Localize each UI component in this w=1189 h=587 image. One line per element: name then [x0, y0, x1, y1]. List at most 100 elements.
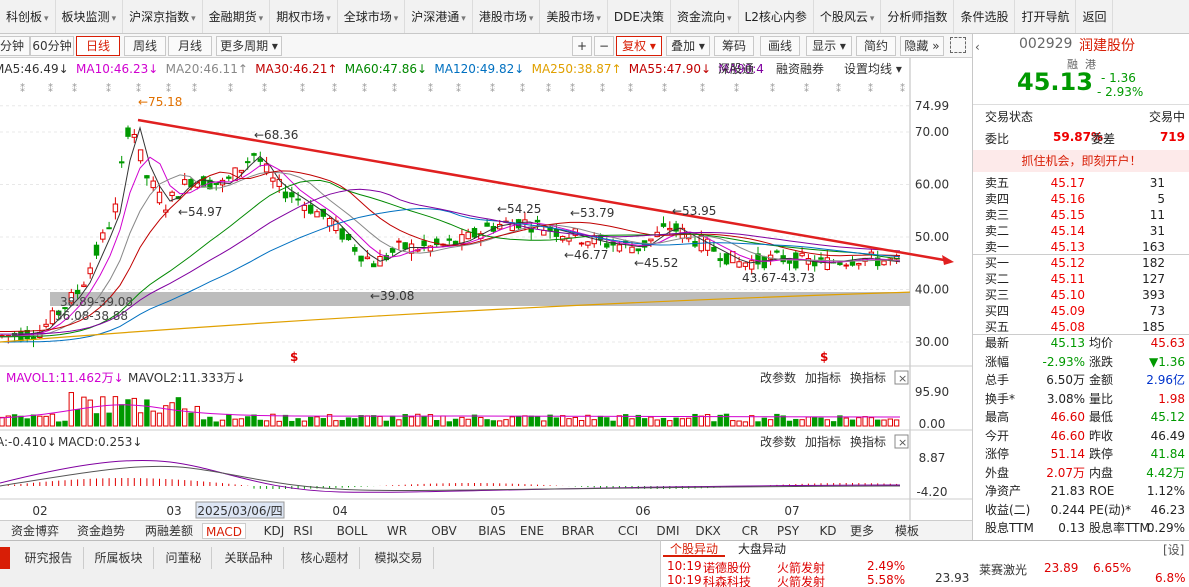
menu-item-5[interactable]: 全球市场 ▾ — [338, 0, 406, 33]
indicator-tab-13[interactable]: DMI — [656, 524, 680, 538]
menu-item-13[interactable]: 分析师指数 — [881, 0, 955, 33]
bottom-tab-3[interactable]: 关联品种 — [214, 547, 284, 569]
indicator-tab-2[interactable]: 两融差额 — [144, 524, 193, 538]
menu-item-7[interactable]: 港股市场 ▾ — [473, 0, 541, 33]
candle-up — [301, 204, 308, 211]
macd-dea-line — [0, 465, 901, 491]
volume-bar — [232, 418, 238, 427]
indicator-tab-12[interactable]: CCI — [617, 524, 639, 538]
volume-bar — [604, 417, 610, 427]
display-button[interactable]: 显示 ▾ — [806, 36, 852, 56]
alert-tab-stock[interactable]: 个股异动 — [663, 541, 725, 557]
indicator-tab-19[interactable]: 模板 — [894, 524, 919, 538]
sell-price: 45.16 — [1050, 192, 1085, 206]
menu-item-8[interactable]: 美股市场 ▾ — [540, 0, 608, 33]
volume-bar — [692, 413, 698, 427]
indicator-tab-15[interactable]: CR — [741, 524, 759, 538]
indicator-tab-7[interactable]: WR — [386, 524, 408, 538]
candle-down — [389, 248, 396, 253]
quote-panel: ‹ 002929 润建股份融港 45.13- 1.36- 2.93% 交易状态 交易中 委比… — [972, 34, 1189, 540]
menu-item-14[interactable]: 条件选股 — [954, 0, 1016, 33]
menu-item-1[interactable]: 板块监测 ▾ — [56, 0, 124, 33]
indicator-tab-5[interactable]: RSI — [293, 524, 313, 538]
menu-item-6[interactable]: 沪深港通 ▾ — [405, 0, 473, 33]
buy-volume: 393 — [1142, 288, 1165, 302]
time-tick-label: 06 — [635, 504, 650, 518]
buy-label: 买三 — [985, 288, 1010, 302]
hide-button[interactable]: 隐藏 » — [900, 36, 944, 56]
volume-bar — [610, 420, 616, 427]
simple-button[interactable]: 简约 — [856, 36, 896, 56]
kline-chart-svg[interactable]: 74.99 70.00 60.00 50.00 40.00 30.00 MA5:46.49↓… — [0, 58, 972, 520]
caret-down-icon: ▾ — [191, 14, 196, 24]
candle-down — [635, 248, 641, 252]
indicator-tab-4[interactable]: KDJ — [263, 524, 285, 538]
indicator-tab-6[interactable]: BOLL — [336, 524, 368, 538]
indicator-tab-10[interactable]: ENE — [519, 524, 545, 538]
indicator-tab-1[interactable]: 资金趋势 — [76, 524, 125, 538]
bottom-tab-2[interactable]: 问董秘 — [156, 547, 212, 569]
period-60min[interactable]: 60分钟 — [30, 36, 74, 56]
indicator-tab-16[interactable]: PSY — [776, 524, 800, 538]
indicator-tab-11[interactable]: BRAR — [561, 524, 595, 538]
stat-value: 45.63 — [1150, 336, 1185, 350]
menu-item-12[interactable]: 个股风云 ▾ — [814, 0, 882, 33]
panel-collapse-icon[interactable]: ‹ — [975, 40, 980, 54]
menu-item-4[interactable]: 期权市场 ▾ — [270, 0, 338, 33]
indicator-tab-0[interactable]: 资金博弈 — [10, 524, 59, 538]
menu-item-9[interactable]: DDE决策 — [608, 0, 671, 33]
event-marker: ⁑ — [868, 82, 873, 95]
volume-bar — [459, 416, 465, 427]
zoom-in-button[interactable]: + — [572, 36, 592, 56]
period-weekly[interactable]: 周线 — [124, 36, 166, 56]
fullscreen-icon[interactable] — [950, 37, 966, 53]
menu-item-15[interactable]: 打开导航 — [1015, 0, 1077, 33]
menu-item-2[interactable]: 沪深京指数 ▾ — [123, 0, 203, 33]
volume-bar — [503, 419, 509, 427]
more-periods-button[interactable]: 更多周期 ▾ — [216, 36, 282, 56]
stat-row: 今开 46.60 昨收 46.49 — [973, 427, 1189, 445]
menu-item-0[interactable]: 科创板 ▾ — [0, 0, 56, 33]
stat-label: 股息TTM — [985, 521, 1034, 535]
zoom-out-button[interactable]: − — [594, 36, 614, 56]
volume-bar — [56, 421, 62, 427]
restore-rights-button[interactable]: 复权 ▾ — [616, 36, 662, 56]
candle-down — [74, 289, 81, 295]
period-minute[interactable]: 分钟 — [0, 36, 30, 56]
menu-item-10[interactable]: 资金流向 ▾ — [671, 0, 739, 33]
alert-stock-name[interactable]: 诺德股份 — [703, 561, 752, 575]
indicator-tab-18[interactable]: 更多 — [849, 524, 874, 538]
volume-bar — [257, 419, 264, 427]
indicator-tab-3[interactable]: MACD — [202, 523, 246, 539]
event-marker: ⁑ — [836, 82, 841, 95]
menu-item-3[interactable]: 金融期货 ▾ — [203, 0, 271, 33]
stat-value: 1.98 — [1158, 391, 1185, 406]
overlay-button[interactable]: 叠加 ▾ — [666, 36, 710, 56]
draw-line-button[interactable]: 画线 — [760, 36, 800, 56]
period-daily[interactable]: 日线 — [76, 36, 120, 56]
menu-item-16[interactable]: 返回 — [1076, 0, 1114, 33]
indicator-tab-9[interactable]: BIAS — [478, 524, 506, 538]
indicator-tab-17[interactable]: KD — [819, 524, 837, 538]
ma-legend-item: MA30:46.21↑ — [255, 62, 337, 76]
menu-item-11[interactable]: L2核心内参 — [739, 0, 814, 33]
alert-pct: 2.49% — [867, 559, 906, 573]
candle-up — [43, 323, 49, 327]
bottom-tab-5[interactable]: 模拟交易 — [364, 547, 434, 569]
volume-bar — [648, 416, 654, 427]
bottom-tab-4[interactable]: 核心题材 — [290, 547, 360, 569]
buy-row: 买一 45.12 182 — [973, 254, 1189, 272]
alert-stock-name[interactable]: 科森科技 — [703, 575, 752, 587]
volume-bar — [679, 418, 686, 427]
bottom-tab-1[interactable]: 所属板块 — [84, 547, 154, 569]
weicha-label: 委差 — [1091, 132, 1116, 146]
indicator-tab-14[interactable]: DKX — [695, 524, 721, 538]
bottom-tab-0[interactable]: 研究报告 — [14, 547, 84, 569]
open-account-promo[interactable]: 抓住机会，即刻开户！ — [973, 150, 1189, 172]
indicator-tab-8[interactable]: OBV — [431, 524, 457, 538]
period-monthly[interactable]: 月线 — [168, 36, 212, 56]
alert-settings-button[interactable]: [设] — [1163, 543, 1185, 557]
chips-button[interactable]: 筹码 — [714, 36, 754, 56]
alert-tab-market[interactable]: 大盘异动 — [737, 542, 786, 556]
kline-chart-area[interactable]: 74.99 70.00 60.00 50.00 40.00 30.00 MA5:46.49↓… — [0, 58, 972, 520]
